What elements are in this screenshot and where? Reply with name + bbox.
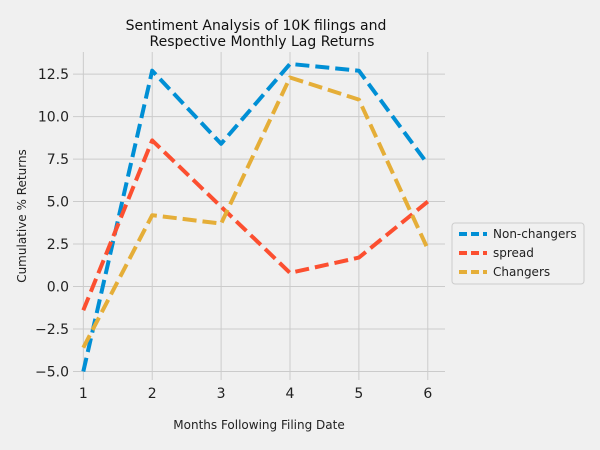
y-tick-label: 0.0 xyxy=(47,280,69,296)
y-axis-title: Cumulative % Returns xyxy=(15,149,29,283)
y-tick-label: 5.0 xyxy=(47,195,69,211)
legend: Non-changers spread Changers xyxy=(451,222,585,285)
legend-label: Non-changers xyxy=(493,227,577,241)
x-tick-label: 2 xyxy=(148,386,157,402)
x-tick-label: 5 xyxy=(354,386,363,402)
series-line-1 xyxy=(81,138,430,312)
tick-layer: 1 2 3 4 5 6 −5.0 −2.5 0.0 2.5 5.0 7.5 10.0 12.5 xyxy=(35,67,432,402)
legend-label: spread xyxy=(493,246,534,260)
x-tick-label: 3 xyxy=(217,386,226,402)
series-line-0 xyxy=(81,61,430,372)
legend-frame xyxy=(451,222,585,285)
x-tick-label: 4 xyxy=(286,386,295,402)
series-line-2 xyxy=(81,75,430,349)
y-tick-label: −2.5 xyxy=(35,322,69,338)
y-tick-label: 7.5 xyxy=(47,152,69,168)
chart-title-line-2: Respective Monthly Lag Returns xyxy=(150,34,375,50)
x-tick-label: 6 xyxy=(423,386,432,402)
chart-title-line-1: Sentiment Analysis of 10K filings and xyxy=(126,18,387,34)
series-layer xyxy=(81,61,430,372)
x-tick-label: 1 xyxy=(79,386,88,402)
y-tick-label: 12.5 xyxy=(38,67,69,83)
y-tick-label: 10.0 xyxy=(38,110,69,126)
y-tick-label: −5.0 xyxy=(35,365,69,381)
legend-label: Changers xyxy=(493,265,550,279)
x-axis-title: Months Following Filing Date xyxy=(173,418,344,432)
grid-layer xyxy=(73,52,445,380)
y-tick-label: 2.5 xyxy=(47,237,69,253)
